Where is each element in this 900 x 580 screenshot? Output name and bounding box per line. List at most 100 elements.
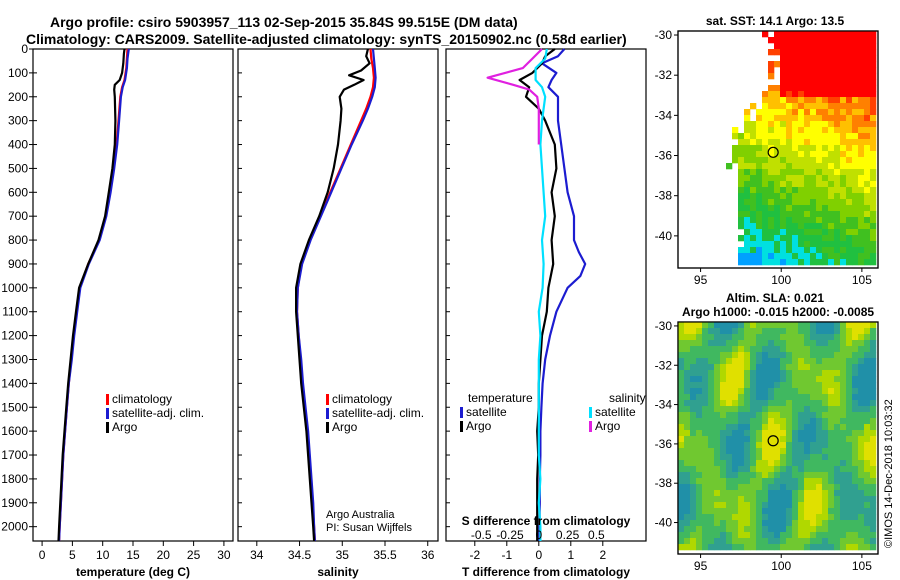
sla-map-cell: [816, 406, 823, 413]
sla-map-cell: [840, 526, 847, 533]
sla-map-cell: [684, 352, 691, 359]
sla-map-cell: [756, 346, 763, 353]
sst-map-cell: [744, 247, 751, 254]
sla-map-cell: [678, 352, 685, 359]
sst-map-cell: [852, 211, 859, 218]
sst-map-cell: [810, 259, 817, 266]
depth-tick-label: 100: [8, 66, 28, 80]
sst-map-cell: [828, 187, 835, 194]
sla-map-cell: [756, 430, 763, 437]
sla-map-cell: [792, 490, 799, 497]
sla-map-cell: [678, 460, 685, 467]
sst-map-cell: [852, 37, 859, 44]
sst-map-cell: [744, 109, 751, 116]
sst-map-cell: [768, 67, 775, 74]
sst-map-cell: [840, 199, 847, 206]
sla-map-cell: [744, 382, 751, 389]
sla-map-cell: [822, 472, 829, 479]
sst-map-cell: [852, 61, 859, 68]
sst-map-cell: [792, 199, 799, 206]
sla-map-cell: [816, 382, 823, 389]
sst-map-cell: [858, 61, 865, 68]
sst-map-cell: [834, 199, 841, 206]
sst-map-cell: [870, 205, 877, 212]
sla-map-cell: [828, 364, 835, 371]
sst-map-cell: [768, 223, 775, 230]
sla-map-cell: [810, 352, 817, 359]
sla-map-cell: [834, 520, 841, 527]
sla-map-cell: [708, 520, 715, 527]
sst-map-cell: [762, 145, 769, 152]
sla-map-cell: [738, 472, 745, 479]
sla-map-cell: [846, 496, 853, 503]
sla-map-cell: [762, 436, 769, 443]
sla-map-cell: [792, 502, 799, 509]
sla-map-cell: [696, 520, 703, 527]
sla-map-cell: [804, 478, 811, 485]
sla-map-cell: [834, 532, 841, 539]
sla-map-cell: [708, 502, 715, 509]
sla-map-cell: [714, 340, 721, 347]
sla-map-cell: [690, 340, 697, 347]
sst-map-cell: [798, 31, 805, 38]
sla-map-cell: [774, 400, 781, 407]
sst-map-cell: [834, 145, 841, 152]
sst-map-cell: [804, 175, 811, 182]
sla-map-cell: [804, 460, 811, 467]
principal-investigator-label: PI: Susan Wijffels: [326, 522, 412, 534]
sla-map-cell: [792, 322, 799, 329]
sla-map-cell: [780, 532, 787, 539]
legend-label: climatology: [112, 392, 172, 406]
sst-map-cell: [858, 163, 865, 170]
sla-map-cell: [696, 418, 703, 425]
sla-map-cell: [696, 334, 703, 341]
sla-map-cell: [786, 346, 793, 353]
sla-map-cell: [678, 376, 685, 383]
sst-map-cell: [840, 229, 847, 236]
sla-map-cell: [858, 532, 865, 539]
sla-map-cell: [870, 340, 877, 347]
sst-map-cell: [780, 181, 787, 188]
sla-map-cell: [870, 364, 877, 371]
sla-map-cell: [834, 538, 841, 545]
sla-map-cell: [684, 358, 691, 365]
sst-map-cell: [828, 31, 835, 38]
sst-map-cell: [786, 121, 793, 128]
sla-map-cell: [852, 496, 859, 503]
sst-map-cell: [816, 133, 823, 140]
x-tick-label: -2: [469, 548, 480, 562]
sla-map-cell: [684, 514, 691, 521]
sla-map-cell: [816, 520, 823, 527]
sla-map-cell: [810, 460, 817, 467]
sla-map-cell: [690, 436, 697, 443]
sla-map-cell: [792, 358, 799, 365]
sla-map-cell: [702, 322, 709, 329]
sst-map-cell: [870, 31, 877, 38]
sst-map-cell: [834, 259, 841, 266]
sla-map-cell: [846, 424, 853, 431]
sla-map-cell: [864, 364, 871, 371]
sla-map-cell: [678, 496, 685, 503]
sla-map-cell: [786, 424, 793, 431]
sst-map-cell: [852, 199, 859, 206]
sla-map-cell: [750, 460, 757, 467]
sst-map-cell: [786, 235, 793, 242]
sla-map-cell: [702, 460, 709, 467]
sla-map-cell: [816, 484, 823, 491]
sla-map-cell: [720, 334, 727, 341]
sst-map-cell: [804, 109, 811, 116]
sla-map-cell: [768, 406, 775, 413]
sst-map-cell: [870, 67, 877, 74]
sla-map-cell: [840, 418, 847, 425]
sst-map-cell: [852, 43, 859, 50]
sla-map-cell: [684, 484, 691, 491]
sla-map-cell: [702, 382, 709, 389]
sla-map-cell: [798, 532, 805, 539]
sla-map-cell: [744, 532, 751, 539]
sla-map-cell: [732, 322, 739, 329]
sst-map-cell: [858, 187, 865, 194]
sst-map-cell: [744, 211, 751, 218]
sla-map-cell: [750, 370, 757, 377]
sla-map-cell: [828, 454, 835, 461]
sst-map-cell: [804, 157, 811, 164]
